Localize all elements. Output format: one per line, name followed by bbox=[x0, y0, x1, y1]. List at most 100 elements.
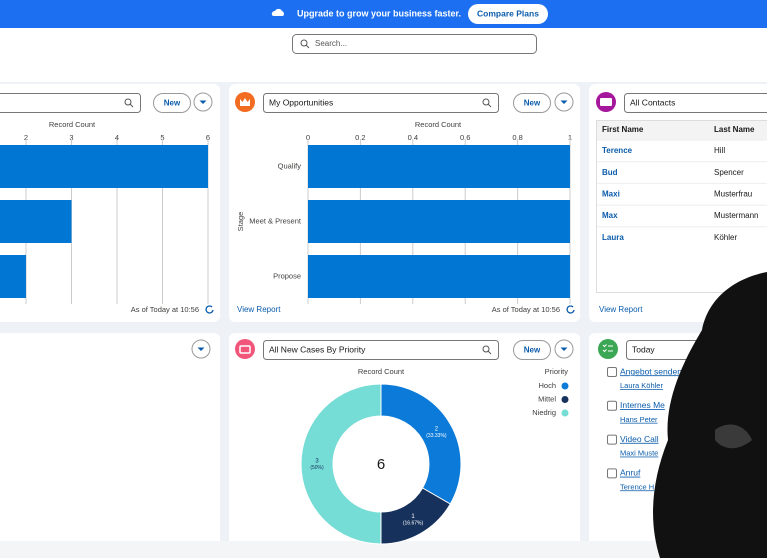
new-button[interactable] bbox=[513, 93, 551, 113]
column-header: Last Name bbox=[714, 125, 755, 134]
table-cell[interactable]: Max bbox=[602, 211, 618, 220]
table-cell: Spencer bbox=[714, 168, 744, 177]
dropdown-chevron bbox=[199, 100, 207, 104]
new-button-label[interactable]: New bbox=[524, 346, 541, 355]
chart-subtitle: Record Count bbox=[358, 367, 405, 376]
data-label: 2 bbox=[435, 427, 439, 433]
x-tick-label: 0.4 bbox=[408, 133, 418, 142]
dropdown-chevron bbox=[560, 347, 568, 351]
contacts-table bbox=[596, 120, 767, 293]
x-tick-label: 1 bbox=[568, 133, 572, 142]
x-tick-label: 6 bbox=[206, 133, 210, 142]
compare-button[interactable] bbox=[468, 4, 548, 24]
x-tick-label: 3 bbox=[69, 133, 73, 142]
list-view-picker[interactable] bbox=[263, 340, 499, 360]
list-view-picker[interactable] bbox=[624, 93, 767, 113]
x-tick-label: 4 bbox=[115, 133, 119, 142]
donut-segment[interactable] bbox=[300, 383, 382, 545]
data-label: (33.33%) bbox=[426, 433, 447, 439]
x-tick-label: 0.8 bbox=[512, 133, 522, 142]
crown-glyph bbox=[240, 98, 250, 106]
table-header bbox=[597, 121, 767, 140]
task-title[interactable]: Internes Me bbox=[620, 400, 665, 410]
refresh-icon[interactable] bbox=[205, 305, 214, 314]
legend-label: Hoch bbox=[538, 381, 556, 390]
task-icon bbox=[598, 339, 618, 359]
search-icon bbox=[482, 345, 490, 353]
dropdown-chevron bbox=[560, 100, 568, 104]
donut-total: 6 bbox=[377, 456, 385, 473]
search-icon bbox=[129, 103, 134, 108]
table-cell[interactable]: Laura bbox=[602, 233, 624, 242]
picker-label[interactable]: Today bbox=[632, 344, 655, 354]
search-placeholder[interactable]: Search... bbox=[315, 39, 347, 48]
view-report-link[interactable]: View Report bbox=[599, 305, 643, 314]
column-header: First Name bbox=[602, 125, 644, 134]
task-contact[interactable]: Terence H bbox=[620, 482, 654, 491]
table-cell[interactable]: Bud bbox=[602, 168, 618, 177]
new-button-label[interactable]: New bbox=[524, 99, 541, 108]
refresh-icon[interactable] bbox=[566, 305, 575, 314]
table-cell[interactable]: Terence bbox=[602, 146, 633, 155]
search-icon bbox=[482, 98, 490, 106]
bar bbox=[0, 200, 72, 243]
legend-swatch bbox=[561, 382, 569, 390]
search-icon bbox=[124, 98, 132, 106]
x-tick-label: 0 bbox=[306, 133, 310, 142]
legend-label: Niedrig bbox=[532, 408, 556, 417]
search-icon bbox=[487, 103, 492, 108]
picker-label[interactable]: All New Cases By Priority bbox=[269, 344, 366, 354]
x-tick-label: 2 bbox=[24, 133, 28, 142]
donut-segment[interactable] bbox=[380, 383, 462, 505]
axis-title: Record Count bbox=[415, 120, 462, 129]
search-icon bbox=[305, 44, 310, 49]
legend-swatch bbox=[561, 396, 569, 403]
y-tick-label: Propose bbox=[273, 271, 301, 280]
list-view-picker[interactable] bbox=[0, 93, 141, 113]
view-report-link[interactable]: View Report bbox=[237, 305, 281, 314]
compare-button-label[interactable]: Compare Plans bbox=[477, 8, 539, 18]
search-icon bbox=[300, 39, 308, 47]
content: New My Opportunities New All Contacts All Ne… bbox=[0, 92, 767, 545]
banner bbox=[0, 0, 767, 28]
card bbox=[0, 84, 220, 322]
picker-label[interactable]: My Opportunities bbox=[269, 97, 333, 107]
new-button[interactable] bbox=[153, 93, 191, 113]
new-button[interactable] bbox=[513, 340, 551, 360]
task-title[interactable]: Angebot senden bbox=[620, 366, 682, 376]
table-cell[interactable]: Maxi bbox=[602, 190, 620, 199]
task-contact[interactable]: Laura Köhler bbox=[620, 381, 663, 390]
y-tick-label: Meet & Present bbox=[249, 216, 302, 225]
timestamp: As of Today at 10:56 bbox=[492, 305, 560, 314]
case-glyph bbox=[239, 345, 251, 354]
banner-text: Upgrade to grow your business faster. bbox=[297, 8, 461, 18]
footer-strip bbox=[0, 541, 767, 558]
task-checkbox[interactable] bbox=[607, 367, 617, 377]
bar bbox=[0, 145, 208, 188]
task-checkbox[interactable] bbox=[607, 434, 617, 445]
search-box[interactable] bbox=[292, 34, 537, 54]
task-contact[interactable]: Maxi Muste bbox=[620, 449, 658, 458]
task-checkbox[interactable] bbox=[607, 468, 617, 479]
table-cell: Hill bbox=[714, 146, 725, 155]
case-icon bbox=[235, 339, 255, 359]
data-label: (16.67%) bbox=[403, 520, 424, 526]
list-view-picker[interactable] bbox=[263, 93, 499, 113]
bar bbox=[0, 255, 26, 298]
task-title[interactable]: Video Call bbox=[620, 434, 659, 444]
data-label: (50%) bbox=[310, 465, 324, 471]
task-checkbox[interactable] bbox=[607, 400, 617, 411]
task-contact[interactable]: Hans Peter bbox=[620, 415, 658, 424]
task-title[interactable]: Anruf bbox=[620, 468, 641, 478]
table-cell: Köhler bbox=[714, 233, 737, 242]
picker-label[interactable]: All Contacts bbox=[630, 97, 675, 107]
new-button-label[interactable]: New bbox=[164, 99, 181, 108]
axis-title: Record Count bbox=[49, 120, 96, 129]
data-label: 1 bbox=[411, 514, 415, 520]
bar bbox=[308, 200, 570, 243]
data-label: 3 bbox=[315, 459, 319, 465]
x-tick-label: 5 bbox=[160, 133, 164, 142]
y-tick-label: Qualify bbox=[278, 161, 302, 170]
person-overlay bbox=[653, 272, 767, 558]
